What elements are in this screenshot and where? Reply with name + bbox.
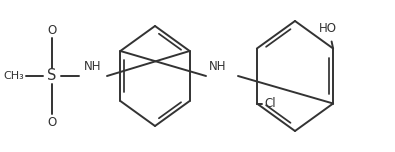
- Text: O: O: [47, 116, 56, 128]
- Text: O: O: [47, 24, 56, 36]
- Text: NH: NH: [84, 60, 102, 73]
- Text: S: S: [47, 69, 57, 83]
- Text: HO: HO: [319, 21, 337, 35]
- Text: Cl: Cl: [264, 97, 276, 110]
- Text: NH: NH: [209, 60, 227, 73]
- Text: CH₃: CH₃: [4, 71, 24, 81]
